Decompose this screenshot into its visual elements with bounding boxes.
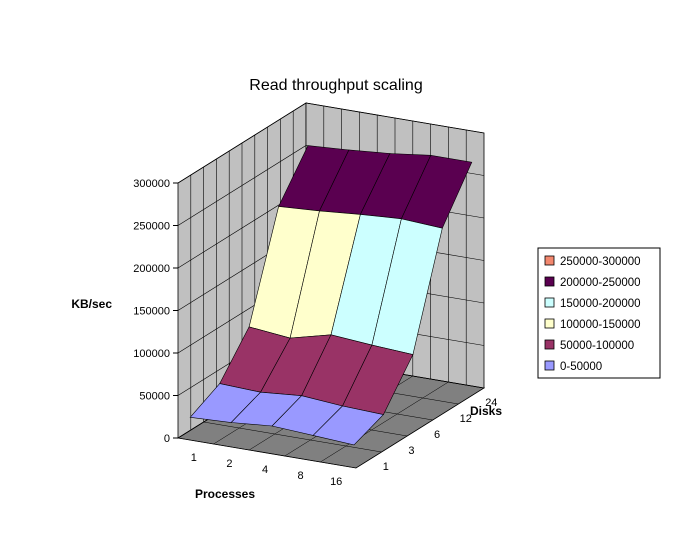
legend-swatch — [544, 339, 555, 350]
x-tick-label: 4 — [262, 464, 268, 476]
x-axis-title: Processes — [195, 487, 255, 501]
z-gridline — [177, 102, 485, 184]
y-tick-label: 1 — [383, 461, 389, 473]
floor-gridline — [203, 421, 382, 453]
z-tick-label: 0 — [164, 433, 170, 445]
legend-label: 100000-150000 — [560, 319, 641, 331]
floor-gridline — [320, 381, 449, 463]
z-tick-label: 150000 — [133, 306, 170, 318]
x-tick-label: 2 — [226, 458, 232, 470]
y-tick-label: 6 — [434, 429, 440, 441]
legend-swatch — [544, 360, 555, 371]
y-tick-label: 24 — [485, 397, 497, 409]
y-tick-label: 3 — [408, 445, 414, 457]
z-tick-label: 50000 — [139, 391, 170, 403]
legend-label: 200000-250000 — [560, 277, 641, 289]
x-tick-label: 16 — [330, 476, 342, 488]
x-tick-label: 8 — [298, 470, 304, 482]
chart-title: Read throughput scaling — [249, 77, 422, 94]
z-tick-label: 250000 — [133, 221, 170, 233]
legend: 250000-300000 200000-250000 150000-200000 1… — [537, 247, 661, 379]
surface-plot — [189, 145, 473, 446]
legend-swatch — [544, 297, 555, 308]
legend-swatch — [544, 318, 555, 329]
z-tick-label: 300000 — [133, 178, 170, 190]
surface-cell — [312, 405, 384, 446]
y-axis-title: Disks — [470, 404, 502, 418]
legend-swatch — [544, 255, 555, 266]
z-axis-title: KB/sec — [71, 297, 112, 311]
floor-gridline — [177, 437, 357, 469]
legend-label: 0-50000 — [560, 361, 602, 373]
legend-label: 250000-300000 — [560, 256, 641, 268]
y-tick-label: 12 — [460, 413, 472, 425]
legend-box — [537, 247, 661, 379]
legend-label: 50000-100000 — [560, 340, 634, 352]
floor-gridline — [355, 387, 485, 469]
legend-label: 150000-200000 — [560, 298, 641, 310]
x-tick-label: 1 — [191, 452, 197, 464]
z-tick-label: 200000 — [133, 263, 170, 275]
z-tick-label: 100000 — [133, 348, 170, 360]
legend-swatch — [544, 276, 555, 287]
